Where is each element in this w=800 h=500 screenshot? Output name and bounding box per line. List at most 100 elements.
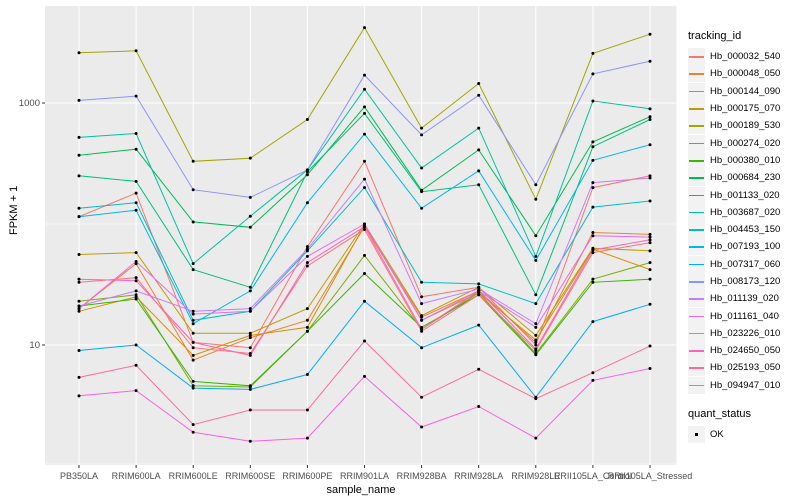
data-point: [648, 143, 652, 147]
data-point: [77, 309, 81, 313]
legend-color-line: [689, 263, 704, 266]
legend-color-line: [689, 142, 704, 145]
data-point: [591, 251, 595, 255]
x-tick-label: RRII105LA_Control: [554, 471, 632, 481]
legend-color-line: [689, 125, 704, 127]
legend-key: [688, 203, 705, 221]
data-point: [77, 349, 81, 353]
data-point: [648, 174, 652, 178]
data-point: [134, 201, 138, 205]
data-point: [305, 436, 309, 440]
legend-color-line: [689, 298, 704, 300]
data-point: [248, 156, 252, 160]
legend-color-line: [689, 56, 704, 58]
legend-item: Hb_000144_090: [688, 82, 800, 100]
data-point: [305, 245, 309, 249]
legend-item-label: Hb_000189_530: [710, 120, 781, 132]
data-point: [191, 353, 195, 357]
data-point: [248, 333, 252, 337]
data-point: [591, 72, 595, 76]
data-point: [77, 153, 81, 157]
data-point: [648, 118, 652, 122]
x-tick-label: RRII105LA_Stressed: [608, 471, 693, 481]
legend-key: [688, 307, 705, 325]
data-point: [77, 394, 81, 398]
data-point: [191, 340, 195, 344]
data-point: [305, 318, 309, 322]
legend-key: [688, 359, 705, 377]
data-point: [363, 222, 366, 226]
data-point: [648, 277, 652, 281]
legend-color-line: [689, 229, 704, 231]
data-point: [248, 214, 252, 218]
legend-color-line: [689, 350, 704, 352]
data-point: [477, 81, 481, 85]
legend-color-line: [689, 108, 704, 110]
x-tick-label: RRIM928LA: [454, 471, 503, 481]
data-point: [591, 280, 595, 284]
data-point: [477, 148, 481, 152]
legend-item: Hb_004453_150: [688, 221, 800, 239]
data-point: [191, 331, 195, 335]
data-point: [363, 159, 366, 163]
legend-item: Hb_000189_530: [688, 117, 800, 135]
legend-key: [688, 342, 705, 360]
data-point: [363, 105, 366, 109]
data-point: [134, 147, 138, 151]
data-point: [477, 126, 481, 130]
data-point: [191, 430, 195, 434]
data-point: [648, 241, 652, 245]
data-point: [477, 323, 481, 327]
data-point: [420, 133, 424, 137]
legend-key: [688, 169, 705, 187]
x-tick-label: RRIM600SE: [225, 471, 275, 481]
data-point: [191, 268, 195, 272]
data-point: [134, 49, 138, 53]
data-point: [248, 336, 252, 340]
data-point: [534, 293, 538, 297]
legend-color-line: [689, 159, 704, 162]
legend-item-label: Hb_003687_020: [710, 206, 781, 218]
data-point: [534, 197, 538, 201]
data-point: [248, 289, 252, 293]
data-point: [591, 248, 595, 252]
data-point: [420, 425, 424, 429]
legend-item: Hb_007317_060: [688, 255, 800, 273]
data-point: [363, 186, 366, 190]
legend-key: [688, 221, 705, 239]
legend-title: tracking_id: [688, 30, 742, 42]
data-point: [77, 252, 81, 256]
data-point: [77, 280, 81, 284]
y-axis-title: FPKM + 1: [8, 185, 20, 235]
legend-key: [688, 82, 705, 100]
data-point: [248, 346, 252, 350]
legend-item: Hb_025193_050: [688, 359, 800, 377]
data-point: [191, 384, 195, 388]
x-tick-label: RRIM928LE: [511, 471, 560, 481]
data-point: [305, 173, 309, 177]
data-point: [477, 169, 481, 173]
data-point: [534, 183, 538, 187]
legend-key: [688, 100, 705, 118]
quant-legend-key: [688, 426, 705, 444]
data-point: [134, 295, 138, 299]
data-point: [648, 261, 652, 265]
data-point: [305, 307, 309, 311]
data-point: [248, 408, 252, 412]
data-point: [648, 107, 652, 111]
x-tick-label: RRIM901LA: [340, 471, 389, 481]
legend-key: [688, 290, 705, 308]
data-point: [191, 312, 195, 316]
legend-item-label: Hb_000144_090: [710, 85, 781, 97]
data-point: [134, 191, 138, 195]
data-point: [134, 276, 138, 280]
data-point: [305, 201, 309, 205]
legend-tracking-id: tracking_id Hb_000032_540 Hb_000048_050 Hb…: [688, 30, 800, 394]
y-tick-label: 1000: [19, 98, 40, 109]
data-point: [591, 234, 595, 238]
data-point: [534, 333, 538, 337]
data-point: [534, 340, 538, 344]
data-point: [191, 322, 195, 326]
data-point: [134, 208, 138, 212]
data-point: [591, 231, 595, 235]
